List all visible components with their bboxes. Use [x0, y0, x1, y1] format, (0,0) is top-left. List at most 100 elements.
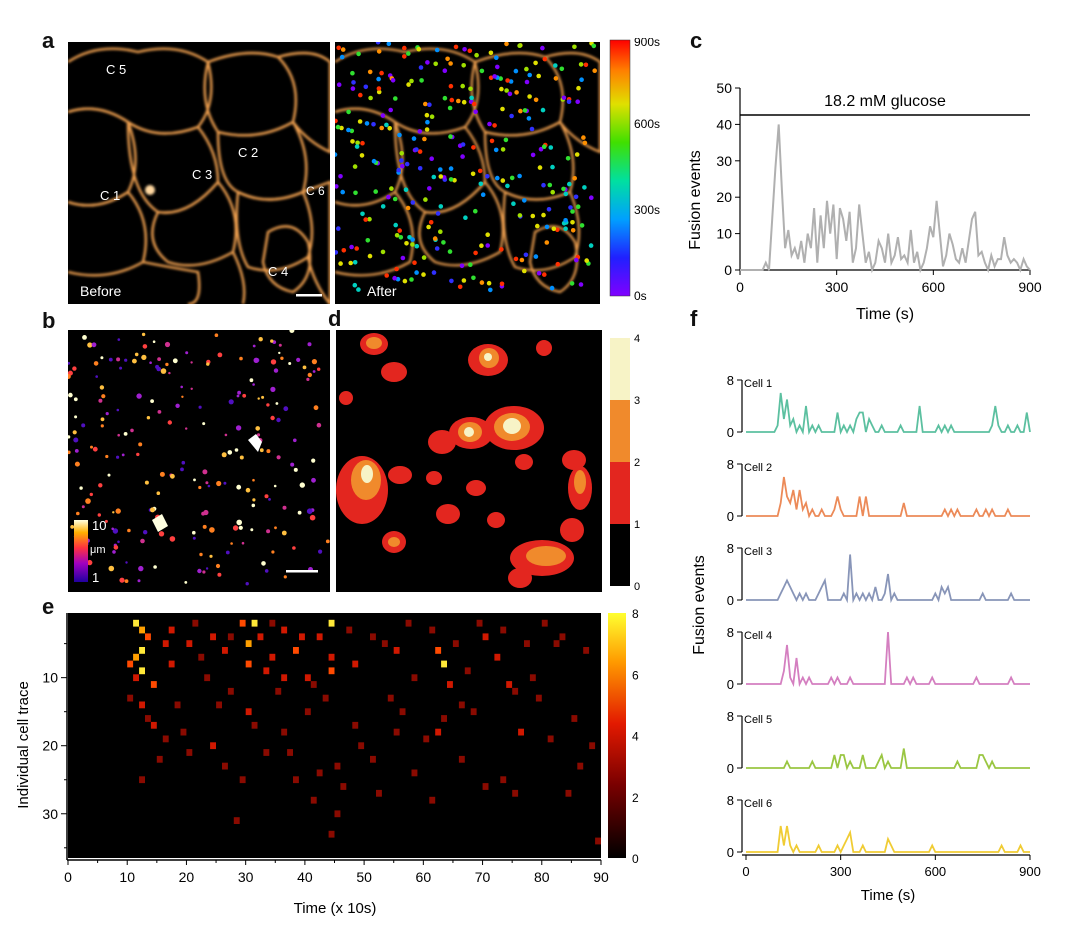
density-dot — [185, 351, 189, 355]
fusion-dot — [380, 113, 386, 118]
fusion-dot — [338, 174, 343, 179]
density-dot — [113, 545, 119, 550]
heatmap-cell — [127, 694, 134, 702]
fusion-dot — [417, 129, 423, 134]
heatmap-cell — [222, 647, 228, 654]
fusion-dot — [542, 272, 547, 277]
density-dot — [257, 397, 260, 400]
cell-label-c1: C 1 — [100, 188, 120, 203]
density-dot — [317, 367, 321, 371]
fusion-dot — [442, 68, 448, 73]
density-dot — [70, 525, 75, 529]
density-dot — [192, 536, 196, 540]
fusion-dot — [445, 56, 450, 62]
fusion-dot — [367, 216, 372, 222]
density-dot — [124, 358, 128, 362]
fusion-dot — [536, 73, 541, 79]
density-dot — [81, 505, 85, 509]
fusion-dot — [576, 85, 581, 91]
heatmap-cell — [405, 619, 412, 627]
heatmap-cell — [304, 708, 311, 716]
c-xtick-label: 600 — [922, 279, 946, 295]
density-dot — [270, 359, 277, 365]
fusion-dot — [550, 164, 555, 170]
heatmap-cell — [376, 789, 382, 797]
fusion-dot — [493, 147, 499, 153]
density-dot — [239, 455, 244, 460]
fusion-dot — [414, 270, 419, 275]
c-xtick-label: 900 — [1018, 279, 1042, 295]
density-dot — [289, 330, 295, 333]
fusion-dot — [336, 226, 341, 231]
fusion-dot — [541, 212, 546, 218]
heatmap-cell — [429, 796, 436, 804]
density-dot — [193, 478, 196, 482]
density-dot — [184, 581, 188, 584]
fusion-dot — [524, 66, 529, 72]
density-dot — [261, 395, 265, 399]
panel-label-e: e — [42, 594, 55, 619]
fusion-dot — [494, 55, 499, 60]
f-xtick-label: 600 — [924, 864, 946, 879]
density-dot — [273, 368, 279, 373]
density-dot — [141, 354, 147, 360]
density-dot — [313, 405, 319, 411]
density-dot — [72, 430, 77, 435]
fusion-dot — [572, 176, 577, 181]
panel-label-b: b — [42, 308, 56, 333]
density-dot — [108, 357, 113, 362]
fusion-dot — [492, 74, 497, 79]
density-dot — [119, 366, 123, 370]
density-dot — [276, 455, 281, 460]
density-dot — [119, 577, 125, 583]
cell-trace-4: 0 8 Cell 4 — [727, 625, 1030, 692]
cell-label-c6: C 6 — [306, 184, 325, 198]
density-dot — [117, 338, 121, 341]
density-dot — [167, 420, 172, 425]
density-dot — [68, 374, 71, 379]
density-dot — [93, 361, 99, 366]
fusion-dot — [423, 197, 428, 202]
fusion-dot — [363, 84, 369, 90]
density-dot — [293, 467, 298, 472]
heatmap-cell — [239, 776, 246, 784]
density-dot — [253, 357, 259, 363]
density-dot — [116, 408, 120, 412]
density-dot — [127, 528, 131, 533]
density-dot — [255, 426, 260, 431]
density-dot — [190, 361, 193, 364]
heatmap-cell — [139, 667, 145, 675]
density-dot — [79, 486, 83, 490]
fusion-dot — [387, 126, 392, 131]
heatmap-cell — [239, 619, 246, 627]
fusion-dot — [425, 119, 430, 125]
fusion-dot — [410, 200, 416, 205]
f-ytick-label: 8 — [727, 709, 734, 724]
density-dot — [124, 579, 129, 583]
e-xtick-label: 20 — [179, 869, 195, 885]
heatmap-cell — [334, 810, 341, 818]
density-dot — [91, 342, 97, 348]
fusion-dot — [533, 254, 539, 259]
fusion-dot — [448, 134, 453, 139]
fusion-dot — [500, 178, 506, 183]
density-dot — [115, 508, 121, 514]
density-dot — [245, 487, 251, 493]
density-dot — [137, 579, 141, 583]
density-dot — [90, 445, 93, 449]
density-dot — [216, 480, 222, 487]
c-ytick-label: 0 — [724, 262, 732, 278]
heatmap-cell — [168, 626, 175, 634]
density-dot — [223, 481, 227, 485]
fusion-dot — [461, 278, 467, 283]
e-xtick-label: 50 — [356, 869, 372, 885]
heatmap-colorbar — [608, 613, 626, 858]
e-colorbar-tick: 4 — [632, 730, 639, 744]
density-dot — [101, 394, 106, 399]
heatmap-cell — [340, 783, 347, 790]
fusion-dot — [457, 284, 463, 290]
fusion-dot — [431, 270, 437, 275]
time-colorbar: 900s 600s 300s 0s — [609, 38, 660, 303]
cell-label-c5: C 5 — [106, 62, 126, 77]
fusion-dot — [340, 189, 345, 195]
